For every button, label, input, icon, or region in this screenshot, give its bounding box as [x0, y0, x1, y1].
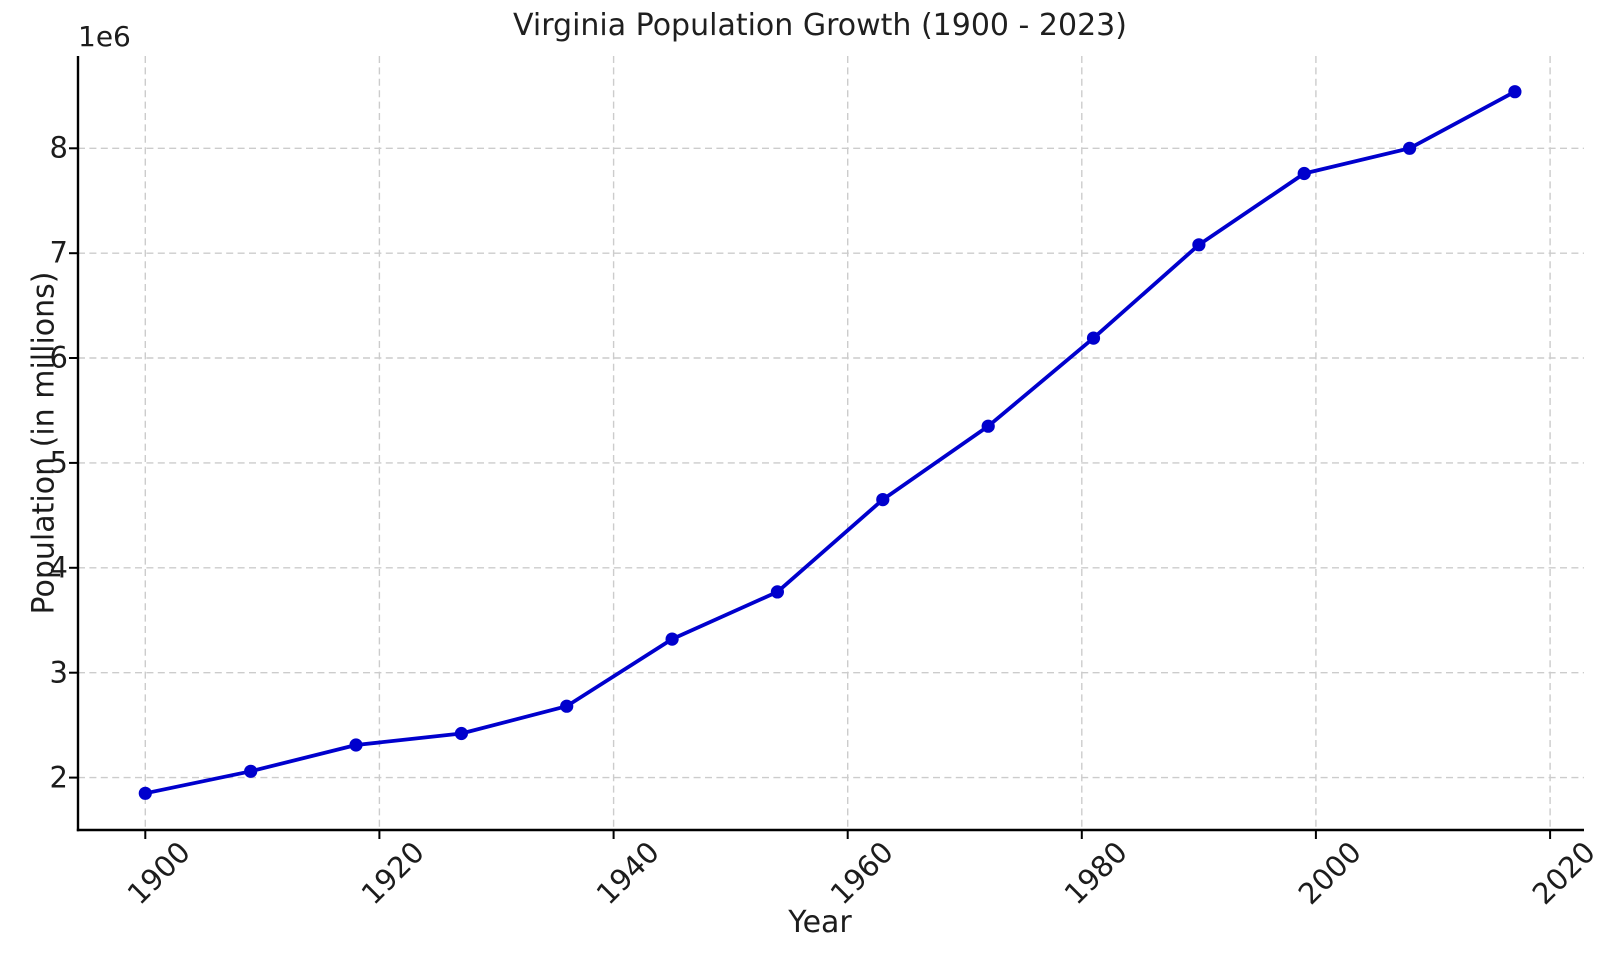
data-point-marker [876, 493, 890, 507]
data-point-marker [1192, 238, 1206, 252]
chart-title: Virginia Population Growth (1900 - 2023) [513, 8, 1127, 43]
data-point-marker [560, 699, 574, 713]
y-tick-label: 3 [49, 655, 68, 690]
data-point-marker [981, 419, 995, 433]
data-point-marker [665, 632, 679, 646]
data-point-marker [244, 764, 258, 778]
data-point-marker [454, 726, 468, 741]
data-point-marker [1297, 166, 1311, 181]
data-point-marker [770, 585, 785, 599]
population-line-series [143, 89, 1517, 796]
y-axis-offset-label: 1e6 [78, 20, 131, 53]
data-point-marker [1403, 141, 1417, 155]
data-point-marker [1086, 331, 1101, 345]
y-tick-label: 4 [49, 550, 68, 585]
x-axis-label: Year [788, 905, 852, 940]
y-tick-label: 7 [49, 235, 68, 270]
y-tick-label: 6 [49, 340, 68, 375]
y-tick-label: 8 [49, 130, 68, 165]
data-point-marker [349, 738, 363, 752]
y-tick-label: 5 [49, 445, 68, 480]
data-point-marker [1508, 85, 1522, 99]
data-point-marker [138, 786, 152, 800]
y-tick-label: 2 [49, 760, 68, 795]
